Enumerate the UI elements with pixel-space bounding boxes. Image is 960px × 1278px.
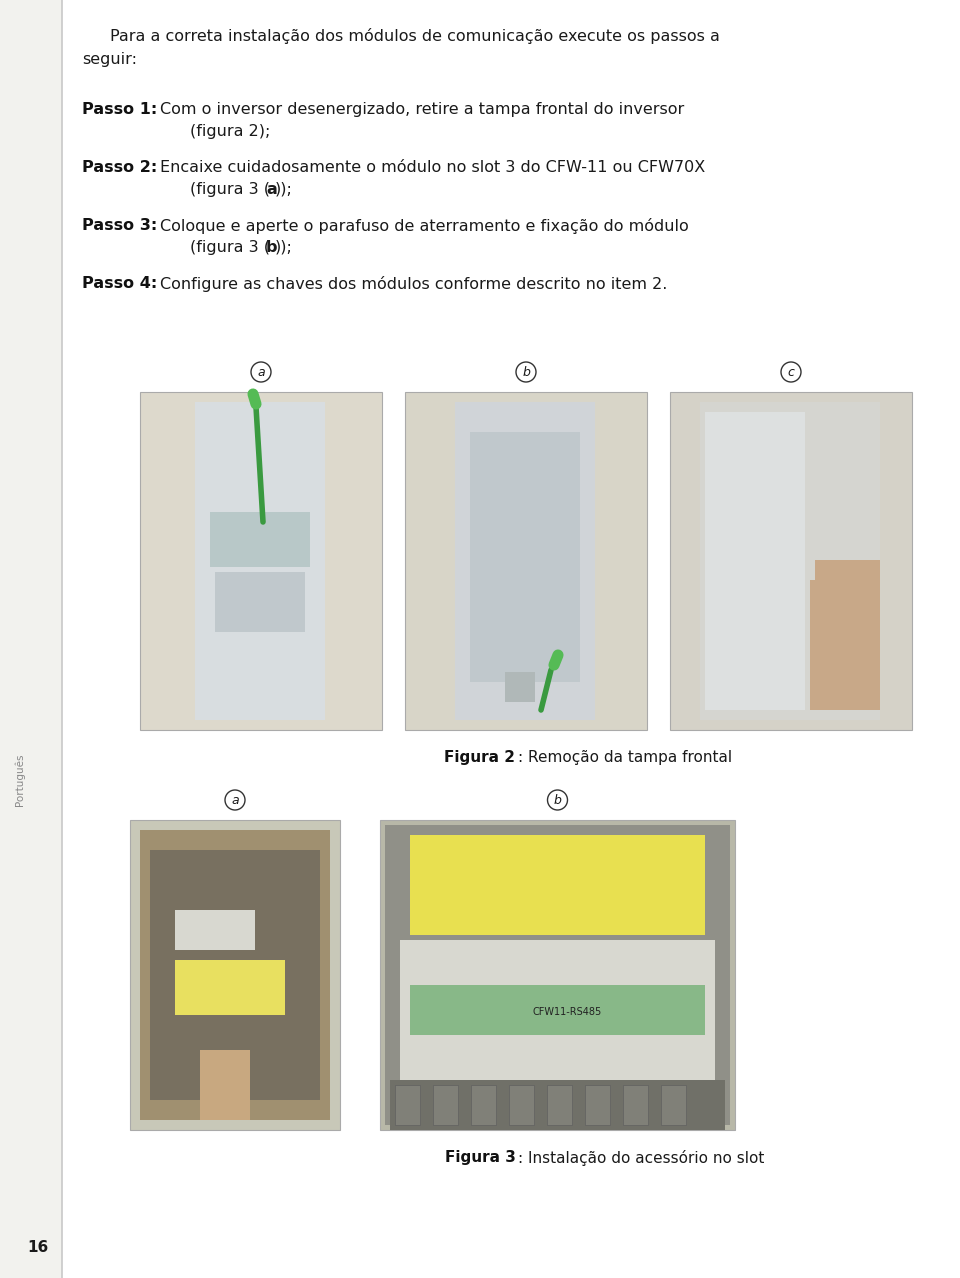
Bar — [705, 412, 805, 711]
Bar — [140, 392, 382, 730]
Bar — [175, 960, 285, 1015]
Text: (figura 2);: (figura 2); — [190, 124, 271, 139]
Bar — [585, 1085, 610, 1125]
Circle shape — [781, 362, 801, 382]
Bar — [547, 1085, 572, 1125]
Bar — [195, 403, 325, 720]
Bar — [140, 829, 330, 1120]
Bar — [810, 580, 880, 711]
Bar — [815, 560, 880, 690]
Text: Passo 3:: Passo 3: — [82, 219, 157, 233]
Bar — [405, 392, 647, 730]
Bar — [670, 392, 912, 730]
Bar — [385, 826, 730, 1125]
Text: Coloque e aperte o parafuso de aterramento e fixação do módulo: Coloque e aperte o parafuso de aterramen… — [160, 219, 688, 234]
Circle shape — [251, 362, 271, 382]
Bar — [0, 0, 62, 1278]
Text: ));: )); — [275, 181, 293, 197]
Text: Figura 3: Figura 3 — [444, 1150, 516, 1166]
Bar — [433, 1085, 458, 1125]
Text: b: b — [522, 366, 530, 378]
Bar — [215, 573, 305, 633]
Bar — [400, 941, 715, 1080]
Bar — [661, 1085, 686, 1125]
Bar — [455, 403, 595, 720]
Text: (figura 3 (: (figura 3 ( — [190, 181, 270, 197]
Text: b: b — [554, 794, 562, 806]
Text: a: a — [231, 794, 239, 806]
Bar — [410, 985, 705, 1035]
Text: a: a — [266, 181, 276, 197]
Text: 16: 16 — [28, 1240, 49, 1255]
Bar — [505, 672, 535, 702]
Text: Com o inversor desenergizado, retire a tampa frontal do inversor: Com o inversor desenergizado, retire a t… — [160, 102, 684, 118]
Bar — [200, 1051, 250, 1120]
Text: b: b — [266, 240, 277, 256]
Text: Passo 4:: Passo 4: — [82, 276, 157, 291]
Bar — [395, 1085, 420, 1125]
Bar — [471, 1085, 496, 1125]
Text: Passo 1:: Passo 1: — [82, 102, 157, 118]
Bar — [150, 850, 320, 1100]
Text: Português: Português — [14, 754, 25, 806]
Bar — [380, 820, 735, 1130]
Text: c: c — [787, 366, 795, 378]
Text: (figura 3 (: (figura 3 ( — [190, 240, 270, 256]
Text: Figura 2: Figura 2 — [444, 750, 516, 766]
Bar — [470, 432, 580, 682]
Bar — [410, 835, 705, 935]
Text: Passo 2:: Passo 2: — [82, 160, 157, 175]
Text: Encaixe cuidadosamente o módulo no slot 3 do CFW-11 ou CFW70X: Encaixe cuidadosamente o módulo no slot … — [160, 160, 706, 175]
Text: : Remoção da tampa frontal: : Remoção da tampa frontal — [518, 750, 732, 766]
Text: CFW11-RS485: CFW11-RS485 — [533, 1007, 602, 1017]
Bar — [175, 910, 255, 950]
Bar — [130, 820, 340, 1130]
Text: a: a — [257, 366, 265, 378]
Bar — [623, 1085, 648, 1125]
Circle shape — [547, 790, 567, 810]
Text: Para a correta instalação dos módulos de comunicação execute os passos a: Para a correta instalação dos módulos de… — [110, 28, 720, 43]
Bar — [210, 512, 310, 567]
Bar — [390, 1080, 725, 1130]
Text: Configure as chaves dos módulos conforme descrito no item 2.: Configure as chaves dos módulos conforme… — [160, 276, 667, 291]
Circle shape — [516, 362, 536, 382]
Circle shape — [225, 790, 245, 810]
Text: ));: )); — [275, 240, 293, 256]
Text: seguir:: seguir: — [82, 52, 137, 66]
Text: : Instalação do acessório no slot: : Instalação do acessório no slot — [518, 1150, 764, 1166]
Bar — [700, 403, 880, 720]
Bar — [509, 1085, 534, 1125]
